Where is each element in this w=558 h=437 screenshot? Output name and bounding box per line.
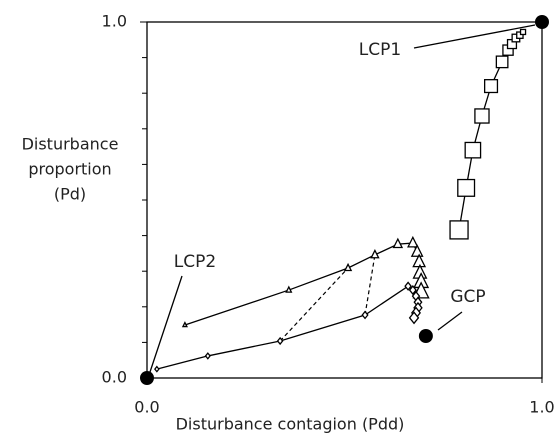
x-tick-label: 1.0 xyxy=(529,398,554,417)
y-axis-label: proportion xyxy=(28,160,111,179)
series-line xyxy=(184,242,422,326)
marker-diamond xyxy=(408,311,420,325)
series-line xyxy=(156,285,419,370)
marker-triangle xyxy=(392,237,404,249)
key-point xyxy=(140,371,154,385)
marker-triangle xyxy=(407,235,419,248)
marker-triangle xyxy=(343,262,353,272)
marker-triangle xyxy=(285,285,293,293)
annotation: LCP1 xyxy=(359,40,401,60)
y-tick-label: 1.0 xyxy=(102,12,127,31)
marker-diamond xyxy=(404,281,412,291)
y-tick-label: 0.0 xyxy=(102,368,127,387)
marker-square xyxy=(519,28,527,36)
marker-triangle xyxy=(181,321,188,328)
annotation-line xyxy=(437,311,463,331)
x-tick-label: 0.0 xyxy=(134,398,159,417)
annotation-line xyxy=(149,275,183,373)
marker-square xyxy=(464,141,482,159)
key-point xyxy=(418,328,433,343)
key-point xyxy=(535,15,549,29)
connector xyxy=(279,267,349,342)
series-line xyxy=(458,31,524,231)
marker-square xyxy=(474,108,490,124)
marker-diamond xyxy=(408,285,417,296)
marker-diamond xyxy=(276,336,284,346)
marker-square xyxy=(495,55,509,69)
marker-square xyxy=(516,31,524,39)
marker-square xyxy=(483,79,499,94)
y-axis-label: Disturbance xyxy=(22,135,119,154)
marker-diamond xyxy=(361,310,369,320)
marker-square xyxy=(449,220,469,240)
marker-triangle xyxy=(410,244,424,257)
marker-diamond xyxy=(154,365,160,373)
x-axis-label: Disturbance contagion (Pdd) xyxy=(176,415,405,434)
marker-diamond xyxy=(204,352,211,360)
marker-triangle xyxy=(370,248,380,259)
connector xyxy=(364,254,376,316)
annotation-line xyxy=(413,24,536,49)
plot-frame xyxy=(146,21,543,379)
annotation: GCP xyxy=(450,287,485,307)
y-axis-label: (Pd) xyxy=(54,185,86,204)
annotation: LCP2 xyxy=(174,252,216,272)
marker-square xyxy=(457,178,476,197)
